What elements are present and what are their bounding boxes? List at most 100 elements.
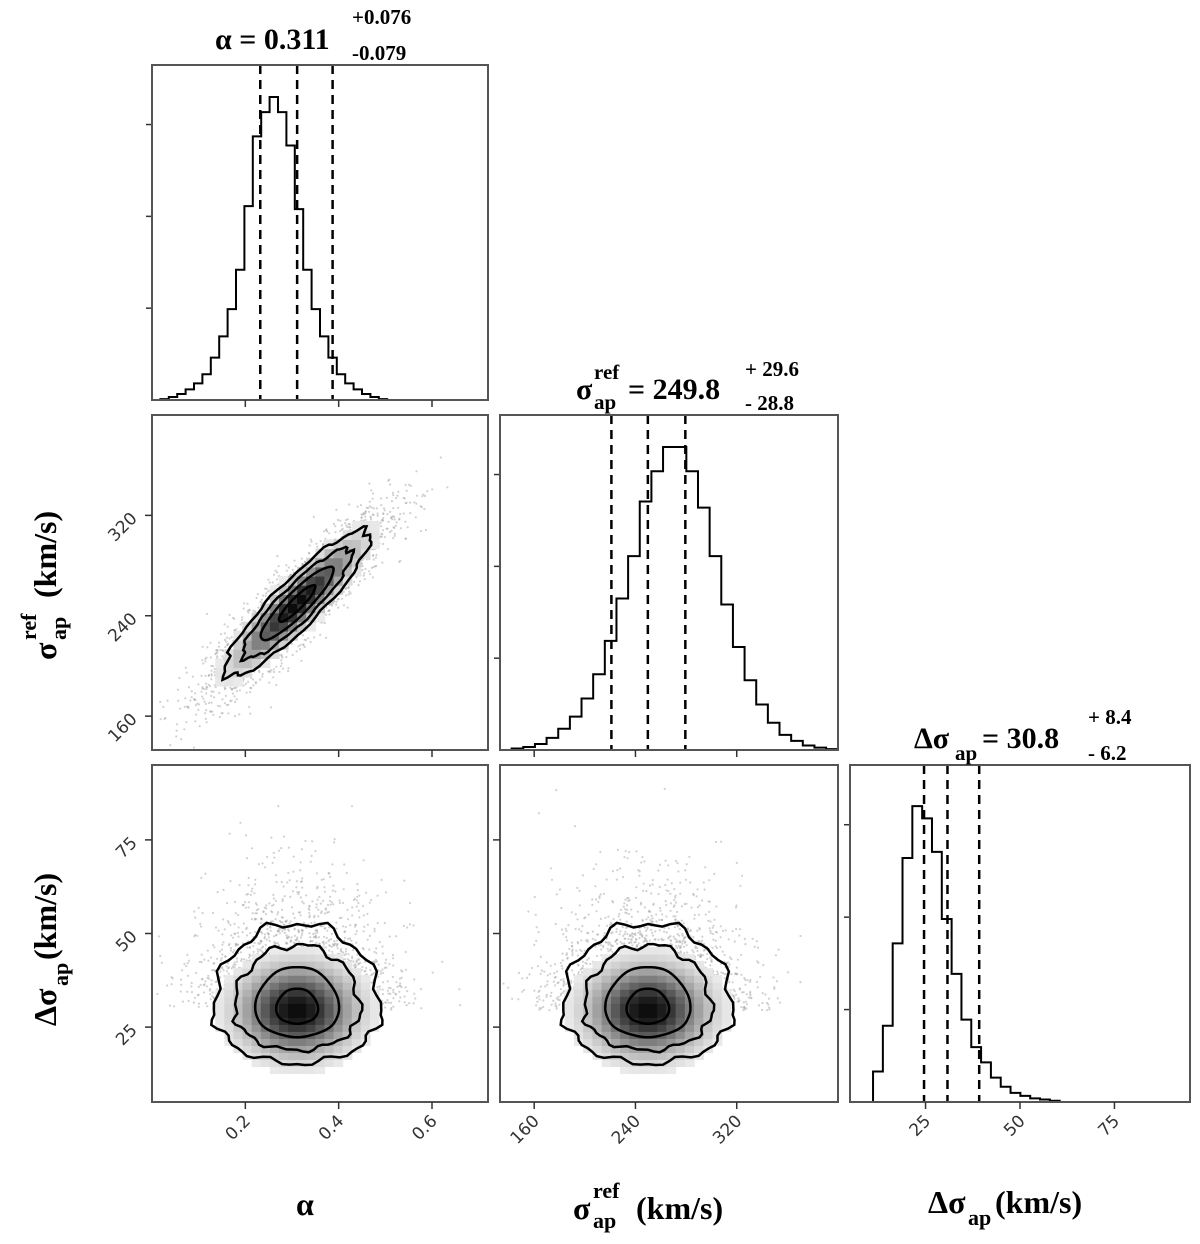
- sample-point: [223, 623, 226, 626]
- sample-point: [210, 983, 213, 986]
- sample-point: [200, 978, 203, 981]
- sample-point: [210, 673, 213, 676]
- sample-point: [325, 528, 328, 531]
- density-cell: [306, 612, 316, 623]
- sample-point: [249, 893, 252, 897]
- sample-point: [320, 910, 323, 913]
- sample-point: [292, 855, 295, 858]
- sample-point: [387, 479, 390, 482]
- sample-point: [257, 606, 260, 609]
- sample-point: [254, 883, 257, 886]
- sample-point: [369, 518, 373, 521]
- sample-point: [246, 946, 249, 949]
- sample-point: [419, 529, 423, 533]
- sample-point: [405, 1004, 408, 1007]
- sample-point: [260, 939, 263, 943]
- sample-point: [220, 948, 224, 951]
- sample-point: [180, 983, 183, 986]
- sample-point: [264, 866, 267, 869]
- sample-point: [241, 931, 244, 934]
- sample-point: [193, 698, 196, 702]
- sample-point: [333, 841, 336, 844]
- sample-point: [280, 653, 283, 656]
- sample-point: [185, 964, 188, 968]
- sample-point: [348, 526, 351, 529]
- sample-point: [304, 839, 307, 843]
- sample-point: [262, 910, 265, 914]
- sample-point: [390, 500, 394, 503]
- sample-point: [212, 911, 215, 915]
- sample-point: [381, 945, 384, 948]
- sample-point: [313, 914, 316, 917]
- sample-point: [224, 955, 227, 958]
- sample-point: [363, 572, 366, 575]
- sample-point: [368, 570, 371, 573]
- sample-point: [229, 699, 232, 703]
- sample-point: [364, 510, 367, 513]
- sample-point: [380, 504, 383, 507]
- sample-point: [328, 532, 331, 535]
- sample-point: [159, 718, 162, 721]
- sample-point: [392, 526, 395, 529]
- sample-point: [227, 921, 230, 925]
- histogram-alpha: [146, 64, 489, 401]
- density-cell: [215, 658, 225, 669]
- sample-point: [205, 612, 209, 616]
- sample-point: [285, 936, 288, 939]
- sample-point: [207, 683, 210, 686]
- sample-point: [231, 692, 234, 695]
- sample-point: [388, 531, 392, 534]
- density-cell: [224, 667, 235, 678]
- sample-point: [207, 959, 210, 962]
- sample-point: [321, 941, 324, 944]
- density-cell: [369, 521, 380, 531]
- sample-point: [227, 642, 230, 646]
- sample-point: [300, 880, 304, 883]
- sample-point: [301, 886, 304, 889]
- sample-point: [281, 656, 284, 659]
- sample-point: [209, 998, 212, 1001]
- sample-point: [309, 641, 312, 644]
- sample-point: [168, 1004, 172, 1007]
- density-cell: [306, 575, 316, 586]
- sample-point: [362, 512, 365, 515]
- sample-point: [180, 978, 183, 981]
- sample-point: [336, 943, 339, 946]
- sample-point: [203, 958, 206, 961]
- sample-point: [238, 713, 241, 716]
- sample-point: [383, 509, 386, 512]
- sample-point: [287, 928, 290, 931]
- sample-point: [202, 984, 205, 987]
- sample-point: [224, 687, 227, 690]
- sample-point: [253, 892, 256, 895]
- sample-point: [234, 963, 237, 966]
- sample-point: [317, 936, 320, 939]
- sample-point: [315, 542, 318, 545]
- sample-point: [330, 938, 333, 941]
- sample-point: [368, 948, 371, 951]
- sample-point: [244, 906, 247, 909]
- sample-point: [343, 863, 346, 866]
- density-cell: [297, 594, 307, 605]
- density-cell: [233, 630, 244, 641]
- sample-point: [231, 965, 234, 968]
- sample-point: [340, 524, 343, 527]
- density-sigma_ref-vs-alpha: [151, 414, 489, 751]
- sample-point: [385, 966, 388, 969]
- sample-point: [381, 518, 384, 521]
- sample-point: [214, 686, 217, 689]
- sample-point: [237, 926, 240, 929]
- sample-point: [361, 564, 364, 568]
- sample-point: [372, 554, 375, 557]
- sample-point: [265, 907, 268, 910]
- sample-point: [267, 578, 270, 581]
- sample-point: [344, 522, 347, 525]
- sample-point: [314, 932, 317, 935]
- sample-point: [240, 959, 243, 962]
- sample-point: [197, 985, 200, 989]
- sample-point: [242, 678, 245, 681]
- sample-point: [387, 986, 391, 990]
- sample-point: [250, 918, 253, 921]
- sample-point: [412, 924, 415, 927]
- sample-point: [319, 902, 322, 905]
